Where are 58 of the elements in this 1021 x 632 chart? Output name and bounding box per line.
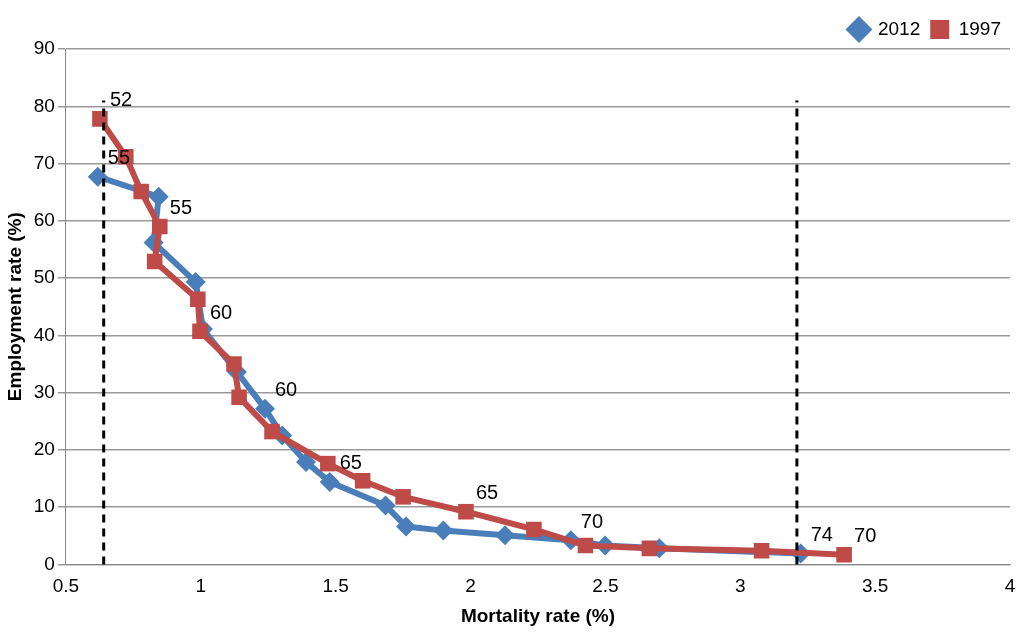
point [152,218,168,235]
point [296,451,316,472]
point [526,521,542,538]
point [320,455,336,472]
point [255,398,275,419]
point [577,537,594,554]
point [753,542,770,559]
point [192,323,208,340]
y-tick-label: 50 [33,266,55,288]
y-tick-label: 30 [33,380,55,402]
point [185,272,206,293]
point [354,473,371,489]
annotation: 65 [475,481,499,504]
annotation: 60 [209,300,233,323]
point [148,186,169,207]
y-tick-label: 0 [44,552,55,574]
y-axis-title: Employment rate (%) [3,212,25,402]
point [375,495,396,516]
annotation: 74 [810,523,833,546]
point [264,423,280,440]
annotation: 65 [339,451,362,474]
point [836,546,852,563]
point [641,540,658,557]
point [226,356,242,372]
point [87,166,108,187]
x-tick-label: 2 [465,575,476,597]
point [395,489,411,505]
y-tick-label: 40 [33,323,55,345]
x-tick-label: 1 [195,575,207,597]
y-tick-label: 70 [33,151,55,173]
legend-label: 1997 [958,17,1002,39]
legend-label: 2012 [877,17,921,39]
y-tick-label: 10 [33,495,55,517]
x-tick-label: 4 [1004,575,1016,597]
point [146,253,163,270]
annotation: 52 [109,88,133,111]
point [133,183,149,200]
y-tick-label: 60 [33,209,55,231]
point [433,520,454,541]
point [190,291,206,308]
annotation: 60 [275,378,298,401]
x-tick-label: 0.5 [52,575,80,597]
y-tick-label: 90 [33,37,55,59]
point [396,516,417,537]
annotation: 55 [169,196,193,219]
x-tick-label: 2.5 [592,575,619,597]
x-tick-label: 3.5 [861,575,889,597]
point [458,503,474,520]
x-tick-label: 3 [734,575,746,597]
annotation: 70 [854,524,877,547]
x-tick-label: 1.5 [322,575,349,597]
point [231,389,247,405]
y-tick-label: 20 [33,438,55,460]
x-axis-title: Mortality rate (%) [460,604,616,626]
point [319,471,340,492]
y-tick-label: 80 [33,94,55,116]
annotation: 70 [580,509,604,532]
point [495,525,516,546]
